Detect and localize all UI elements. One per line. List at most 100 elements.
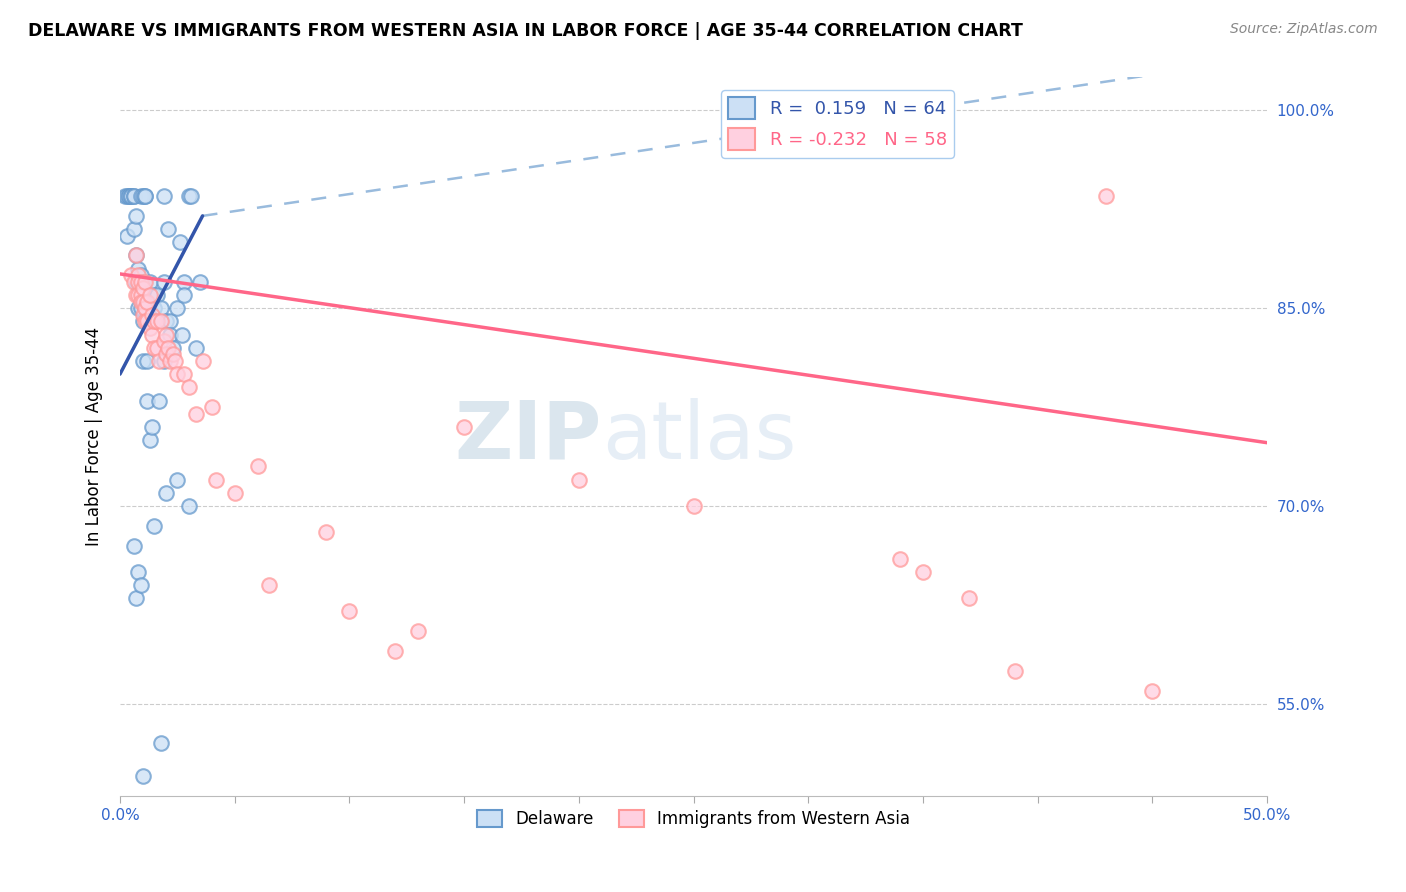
Point [1095,189,1118,203]
Point [191,354,214,368]
Point [957,591,980,606]
Point [184,341,207,355]
Point [118,189,141,203]
Point [453,420,475,434]
Point [129,189,152,203]
Point [184,407,207,421]
Text: atlas: atlas [602,398,796,475]
Point [157,341,180,355]
Point [155,314,177,328]
Point [173,288,195,302]
Point [152,354,174,368]
Point [143,341,166,355]
Y-axis label: In Labor Force | Age 35-44: In Labor Force | Age 35-44 [86,327,103,546]
Point [136,294,159,309]
Point [152,189,174,203]
Point [134,314,156,328]
Point [115,189,138,203]
Point [132,308,155,322]
Point [127,268,149,283]
Point [127,565,149,579]
Point [384,644,406,658]
Point [1004,664,1026,678]
Point [136,354,159,368]
Point [145,341,167,355]
Point [152,334,174,348]
Point [129,288,152,302]
Point [568,473,591,487]
Point [132,354,155,368]
Point [129,578,152,592]
Point [134,189,156,203]
Point [125,248,148,262]
Point [148,354,170,368]
Point [173,275,195,289]
Point [159,314,181,328]
Point [159,327,181,342]
Point [224,485,246,500]
Point [163,354,186,368]
Point [139,433,162,447]
Point [122,275,145,289]
Point [129,275,152,289]
Point [122,222,145,236]
Point [132,294,155,309]
Point [162,347,184,361]
Point [129,268,152,283]
Point [143,314,166,328]
Point [129,301,152,316]
Point [127,275,149,289]
Point [155,485,177,500]
Point [170,327,193,342]
Point [148,393,170,408]
Point [141,308,163,322]
Point [136,393,159,408]
Point [118,189,141,203]
Point [122,539,145,553]
Point [141,327,163,342]
Point [132,189,155,203]
Point [125,591,148,606]
Point [139,321,162,335]
Point [159,354,181,368]
Point [132,281,155,295]
Point [120,189,142,203]
Point [150,314,173,328]
Point [127,275,149,289]
Point [134,275,156,289]
Point [889,551,911,566]
Point [139,288,162,302]
Point [139,314,162,328]
Point [122,189,145,203]
Point [166,301,188,316]
Point [246,459,269,474]
Text: ZIP: ZIP [454,398,602,475]
Point [150,301,173,316]
Point [120,268,142,283]
Point [162,341,184,355]
Point [177,189,200,203]
Point [125,209,148,223]
Point [337,605,360,619]
Point [406,624,429,639]
Point [173,367,195,381]
Point [141,420,163,434]
Point [134,301,156,316]
Point [127,288,149,302]
Point [150,736,173,750]
Point [134,301,156,316]
Point [120,189,142,203]
Point [143,288,166,302]
Point [188,275,211,289]
Point [166,473,188,487]
Point [115,228,138,243]
Point [122,189,145,203]
Point [169,235,191,250]
Point [177,380,200,394]
Point [132,314,155,328]
Point [125,288,148,302]
Point [257,578,280,592]
Text: Source: ZipAtlas.com: Source: ZipAtlas.com [1230,22,1378,37]
Point [157,222,180,236]
Point [125,275,148,289]
